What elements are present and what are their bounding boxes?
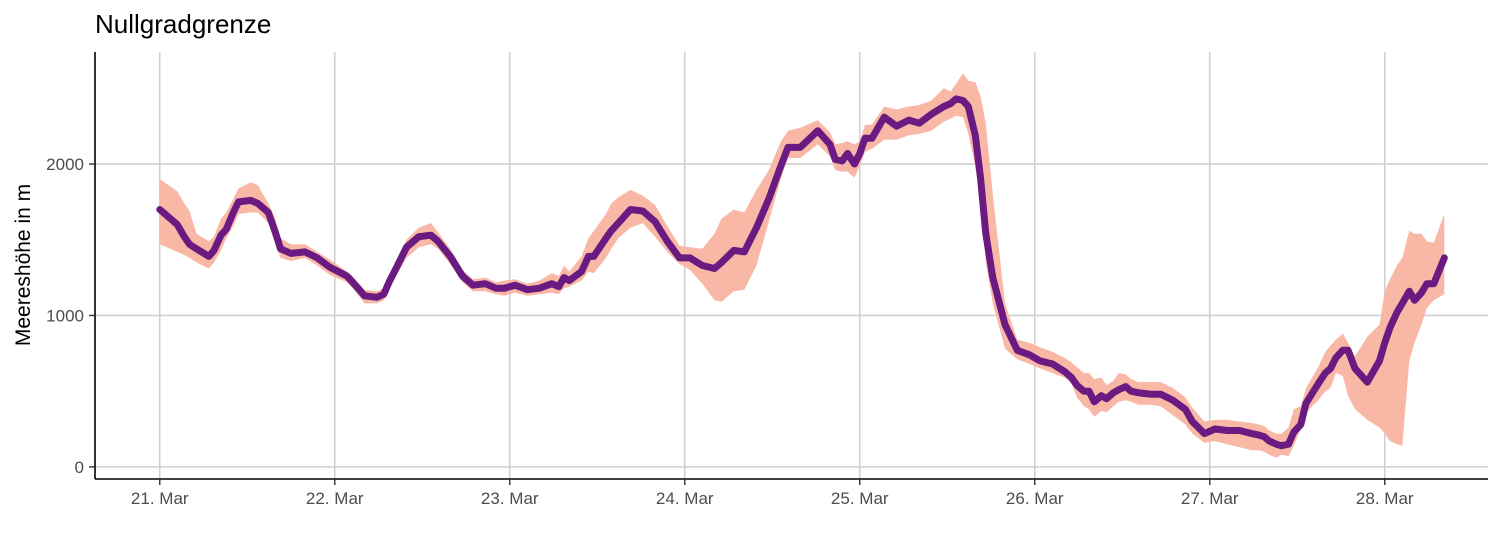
x-tick-label: 26. Mar [1006, 489, 1064, 508]
y-tick-label: 1000 [46, 306, 84, 325]
x-tick-label: 27. Mar [1181, 489, 1239, 508]
chart-title: Nullgradgrenze [95, 9, 271, 39]
uncertainty-band [159, 73, 1445, 458]
x-tick-label: 21. Mar [131, 489, 189, 508]
grid [95, 52, 1488, 479]
x-tick-label: 22. Mar [306, 489, 364, 508]
x-tick-label: 28. Mar [1356, 489, 1414, 508]
y-tick-label: 0 [75, 458, 84, 477]
y-tick-label: 2000 [46, 155, 84, 174]
x-tick-label: 25. Mar [831, 489, 889, 508]
series-line-median [156, 95, 1448, 450]
ticks: 21. Mar 22. Mar 23. Mar 24. Mar 25. Mar 26. M… [46, 155, 1414, 508]
y-axis-label: Meereshöhe in m [12, 184, 35, 346]
x-tick-label: 23. Mar [481, 489, 539, 508]
x-tick-label: 24. Mar [656, 489, 714, 508]
